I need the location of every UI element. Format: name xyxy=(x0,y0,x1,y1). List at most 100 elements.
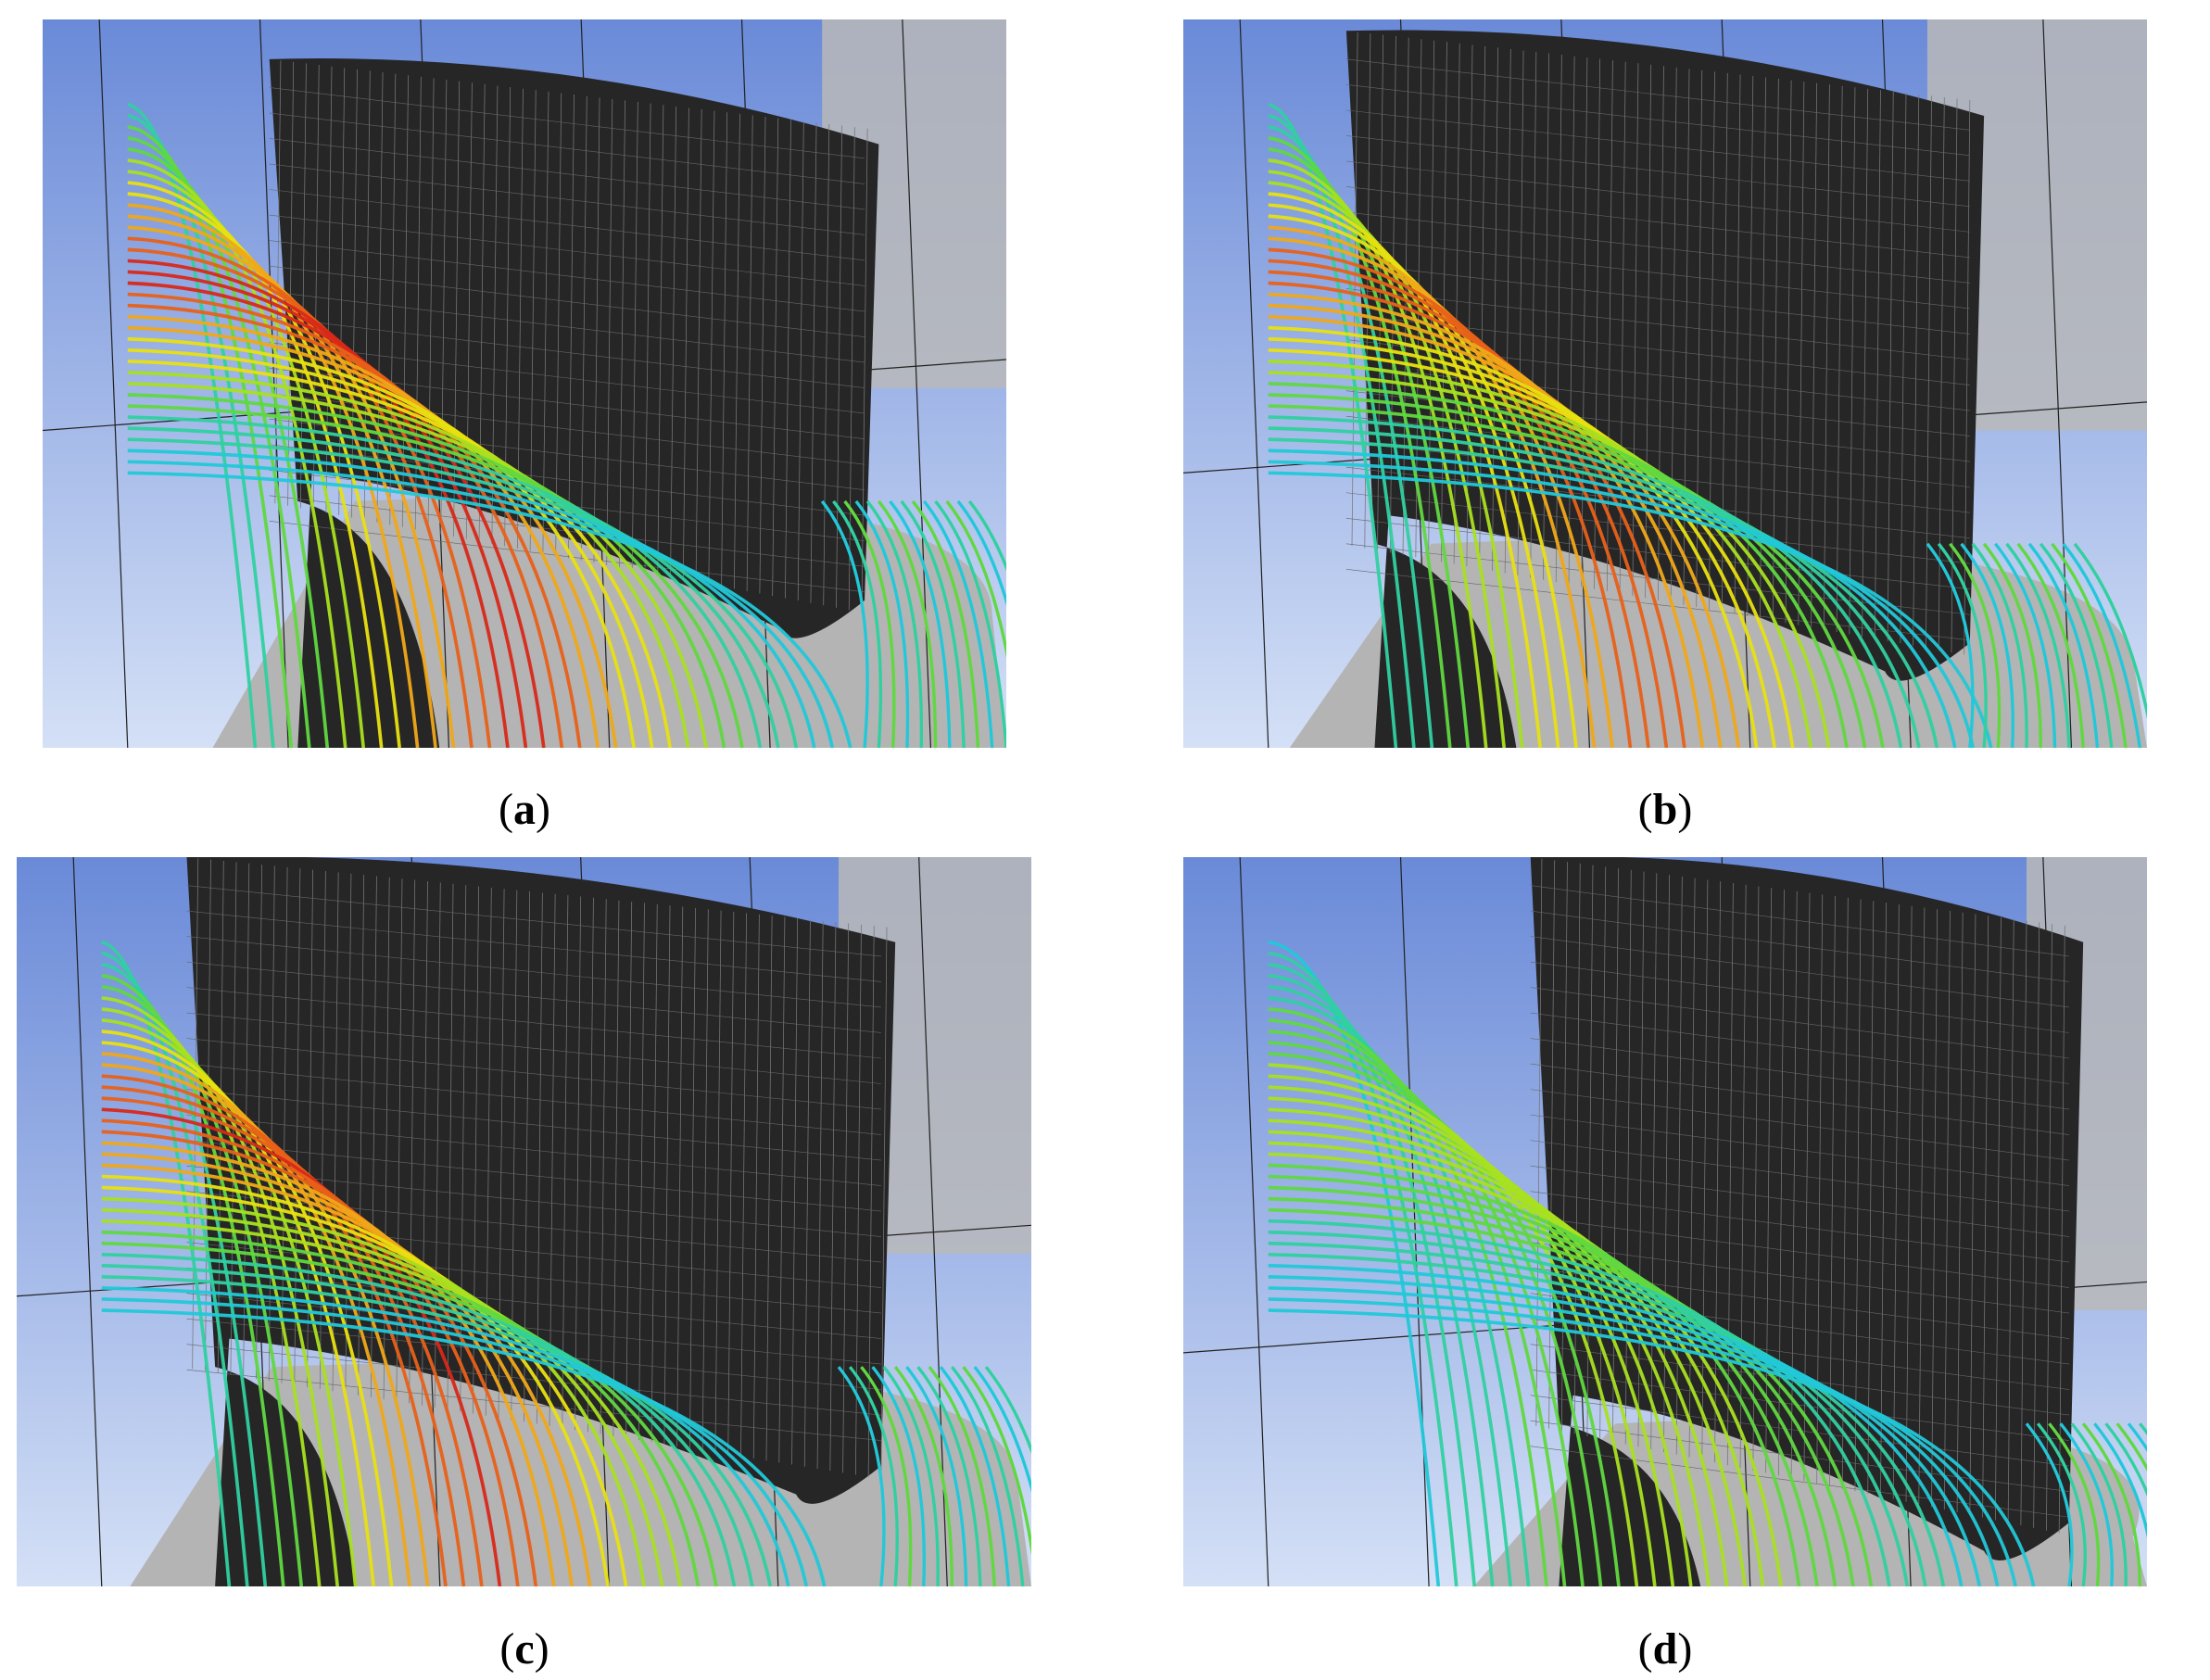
streamline xyxy=(1937,542,1988,748)
mesh-line xyxy=(562,895,569,1428)
mesh-line xyxy=(1931,909,1938,1508)
mesh-line xyxy=(1548,860,1556,1429)
mesh-line xyxy=(854,924,862,1475)
mesh-line xyxy=(427,78,435,532)
mesh-line xyxy=(1900,93,1907,644)
mesh-line xyxy=(414,76,422,530)
streamline xyxy=(843,499,896,748)
caption: (a) xyxy=(385,788,663,832)
streamline xyxy=(101,1085,466,1586)
mesh-line xyxy=(447,883,454,1410)
mesh-line xyxy=(269,112,865,184)
streamline xyxy=(1268,1275,1982,1586)
mesh-line xyxy=(1938,96,1945,651)
streamline xyxy=(939,1366,1011,1586)
streamline xyxy=(101,985,304,1586)
mesh-line xyxy=(625,901,633,1438)
streamline xyxy=(1268,1286,2000,1586)
mesh-line xyxy=(269,87,865,159)
streamline xyxy=(871,1366,926,1586)
streamline xyxy=(127,170,366,748)
mesh-line xyxy=(269,240,865,312)
mesh-line xyxy=(402,75,409,527)
mesh-line xyxy=(575,896,582,1431)
mesh-line xyxy=(1714,881,1722,1463)
mesh-line xyxy=(269,291,865,363)
mesh-line xyxy=(2020,920,2027,1525)
mesh-line xyxy=(1956,912,1964,1512)
mesh-line xyxy=(1530,1012,2069,1084)
streamline xyxy=(984,1366,1031,1455)
mesh-line xyxy=(778,916,786,1463)
mesh-line xyxy=(269,265,865,337)
mesh-line xyxy=(1760,77,1766,619)
mesh-line xyxy=(1345,466,1970,538)
mesh-line xyxy=(644,103,651,573)
panel-image xyxy=(17,857,1031,1586)
mesh-line xyxy=(1862,88,1869,637)
mesh-line xyxy=(568,95,575,559)
mesh-line xyxy=(1836,85,1843,632)
mesh-line xyxy=(542,91,549,553)
streamline xyxy=(860,1366,913,1586)
mesh-line xyxy=(631,102,638,570)
mesh-line xyxy=(810,122,817,603)
mesh-line xyxy=(1345,237,1970,309)
mesh-line xyxy=(269,521,865,593)
mesh-line xyxy=(1798,82,1805,625)
streamline xyxy=(101,1308,827,1586)
mesh-line xyxy=(1345,262,1970,335)
streamline xyxy=(127,448,816,748)
mesh-line xyxy=(1345,492,1970,564)
streamline xyxy=(101,1297,809,1586)
paren: ( xyxy=(499,785,513,834)
mesh-line xyxy=(791,917,799,1465)
streamline xyxy=(2104,1422,2147,1497)
mesh-line xyxy=(689,907,696,1448)
mesh-line xyxy=(186,1012,881,1084)
mesh-line xyxy=(1530,1063,2069,1135)
mesh-line xyxy=(1530,936,2069,1008)
mesh-line xyxy=(797,120,804,601)
mesh-line xyxy=(1905,905,1913,1502)
mesh-line xyxy=(829,921,837,1472)
mesh-line xyxy=(1492,47,1498,571)
streamline xyxy=(101,1041,394,1586)
mesh-line xyxy=(1823,84,1830,630)
mesh-line xyxy=(1726,883,1734,1466)
streamline xyxy=(1268,203,1560,748)
mesh-line xyxy=(638,903,645,1441)
mesh-line xyxy=(186,1216,881,1288)
streamline xyxy=(1926,542,1975,748)
panel-image xyxy=(43,19,1006,748)
paren: ( xyxy=(1637,785,1653,834)
mesh-line xyxy=(186,1344,881,1416)
streamline xyxy=(127,460,835,748)
mesh-line xyxy=(1951,98,1958,652)
mesh-line xyxy=(478,83,486,542)
caption-letter: c xyxy=(514,1624,535,1674)
mesh-line xyxy=(1701,879,1709,1460)
mesh-line xyxy=(600,899,607,1434)
mesh-line xyxy=(1926,95,1932,649)
mesh-line xyxy=(230,862,237,1375)
mesh-line xyxy=(1841,897,1849,1489)
mesh-line xyxy=(682,107,689,580)
streamline xyxy=(127,471,852,748)
streamline xyxy=(127,102,258,748)
mesh-line xyxy=(186,1089,881,1161)
mesh-line xyxy=(701,909,709,1451)
mesh-line xyxy=(186,1242,881,1314)
streamline xyxy=(1268,225,1597,748)
mesh-line xyxy=(1721,72,1728,612)
mesh-line xyxy=(1892,903,1900,1499)
mesh-line xyxy=(1345,517,1970,590)
mesh-line xyxy=(663,905,671,1445)
mesh-line xyxy=(186,936,881,1008)
mesh-line xyxy=(186,1038,881,1110)
mesh-line xyxy=(721,112,728,587)
mesh-line xyxy=(1854,899,1862,1492)
mesh-line xyxy=(1530,987,2069,1059)
streamline xyxy=(900,499,966,748)
mesh-line xyxy=(733,113,740,589)
